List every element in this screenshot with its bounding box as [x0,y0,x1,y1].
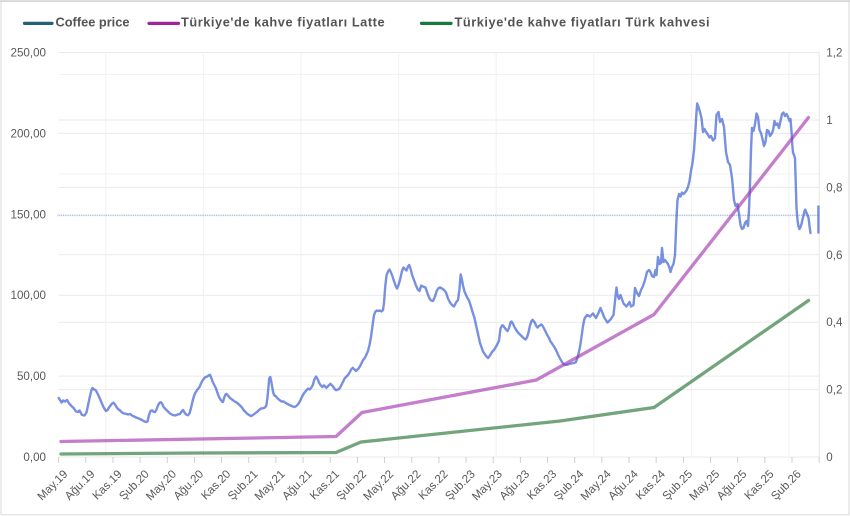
svg-text:150,00: 150,00 [11,208,46,221]
svg-text:Türkiye'de kahve fiyatları Lat: Türkiye'de kahve fiyatları Latte [181,15,385,30]
svg-text:50,00: 50,00 [17,370,46,383]
svg-text:0,2: 0,2 [826,384,842,397]
svg-text:Türkiye'de kahve fiyatları Tür: Türkiye'de kahve fiyatları Türk kahvesi [455,15,711,30]
svg-text:0: 0 [826,451,832,464]
svg-text:1,2: 1,2 [826,47,842,60]
svg-text:100,00: 100,00 [11,289,46,302]
svg-text:Coffee price: Coffee price [56,15,130,30]
svg-text:0,00: 0,00 [23,451,46,464]
svg-text:250,00: 250,00 [11,47,46,60]
svg-text:0,8: 0,8 [826,181,842,194]
svg-text:1: 1 [826,114,832,127]
svg-text:0,6: 0,6 [826,249,842,262]
svg-text:200,00: 200,00 [11,127,46,140]
svg-text:0,4: 0,4 [826,316,843,329]
